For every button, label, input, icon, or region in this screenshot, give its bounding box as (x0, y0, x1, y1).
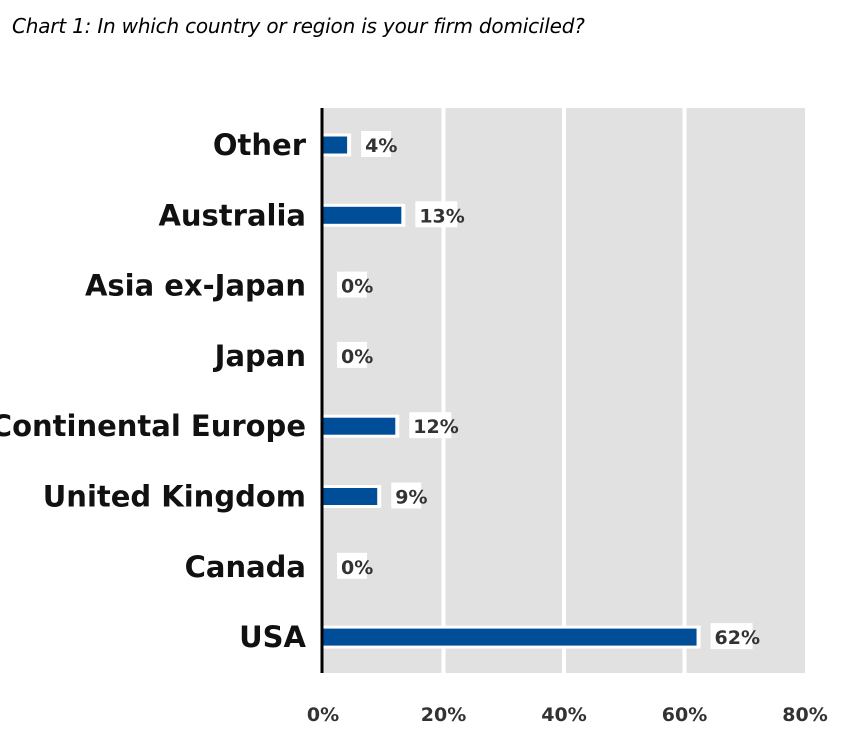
x-tick-label: 40% (541, 704, 586, 726)
category-label: Australia (158, 198, 306, 232)
category-label: Japan (213, 339, 306, 373)
bar-continental-europe (323, 417, 396, 435)
value-label-background (710, 623, 753, 650)
value-label-background (409, 412, 452, 439)
value-label: 0% (341, 557, 373, 579)
category-label: Continental Europe (0, 409, 306, 443)
bars (323, 133, 701, 649)
category-label: United Kingdom (43, 480, 306, 514)
x-tick-label: 0% (307, 704, 339, 726)
value-label: 0% (341, 276, 373, 298)
x-tick-label: 20% (421, 704, 466, 726)
value-label: 9% (395, 487, 427, 509)
chart-title: Chart 1: In which country or region is y… (12, 14, 585, 38)
x-tick-labels: 0% 20% 40% 60% 80% (307, 704, 828, 726)
value-label: 12% (413, 416, 458, 438)
value-label-background (337, 271, 367, 298)
value-label: 0% (341, 346, 373, 368)
value-labels: 4% 13% 0% 0% 12% 9% 0% 62% (337, 131, 760, 650)
value-label-background (361, 131, 392, 157)
x-tick-label: 60% (662, 704, 707, 726)
category-label: Other (213, 128, 307, 162)
category-label: Asia ex-Japan (85, 269, 306, 303)
value-label-background (337, 341, 367, 368)
value-label: 62% (715, 627, 760, 649)
value-label-background (391, 482, 422, 509)
bar-united-kingdom (323, 488, 378, 505)
value-label-background (337, 552, 367, 579)
bar-usa (323, 628, 697, 646)
category-labels: Other Australia Asia ex-Japan Japan Continen… (0, 128, 307, 654)
category-label: Canada (185, 550, 306, 584)
value-label: 13% (419, 205, 464, 227)
x-tick-label: 80% (782, 704, 827, 726)
value-label-background (415, 201, 458, 228)
bar-other (323, 136, 348, 154)
category-label: USA (239, 620, 306, 654)
value-label: 4% (365, 135, 397, 157)
bar-australia (323, 206, 402, 224)
